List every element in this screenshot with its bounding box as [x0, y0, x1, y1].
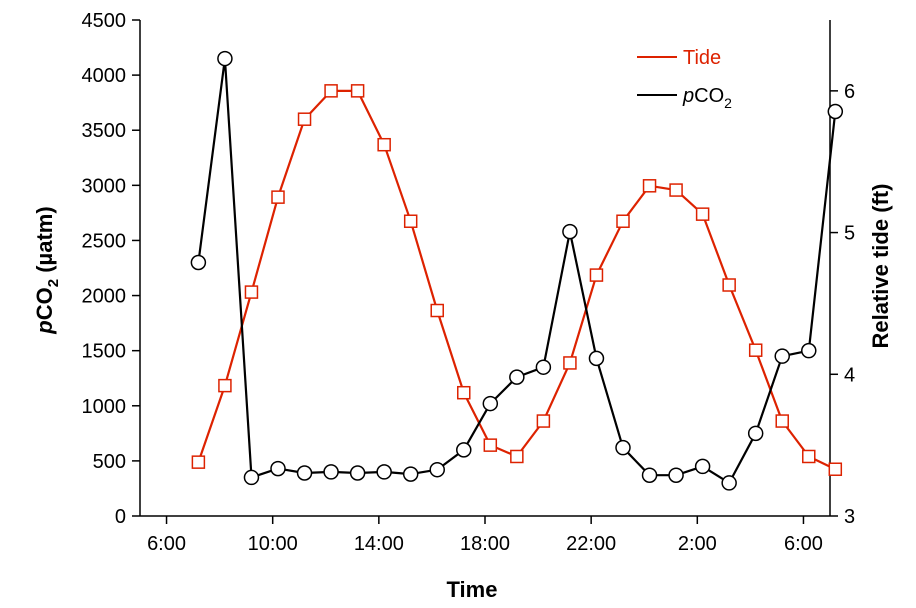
tide-line	[197, 89, 836, 471]
x-tick-label: 22:00	[566, 533, 616, 555]
legend-pco2-sub: 2	[724, 95, 732, 111]
pco2-line	[197, 57, 837, 484]
pco2-point	[349, 465, 366, 481]
tide-point	[589, 268, 604, 282]
pco2-point	[270, 460, 286, 477]
pco2-point	[562, 223, 578, 240]
y2-tick-label: 5	[844, 223, 855, 245]
tide-point	[324, 84, 338, 98]
tide-point	[244, 285, 259, 299]
pco2-point	[217, 50, 233, 67]
y-tick-label: 500	[93, 451, 126, 473]
tide-point	[536, 414, 551, 428]
tide-point	[616, 214, 630, 228]
pco2-point	[747, 425, 764, 442]
tide-point	[430, 303, 444, 318]
x-tick-label: 6:00	[147, 533, 186, 555]
legend-pco2-prefix: p	[682, 85, 694, 107]
y-tick-label: 0	[115, 506, 126, 528]
y2-axis-title: Relative tide (ft)	[868, 183, 893, 348]
y2-tick-label: 4	[844, 364, 855, 386]
tide-point	[403, 214, 418, 228]
tide-point	[669, 183, 683, 197]
pco2-point	[615, 439, 631, 456]
x-tick-label: 10:00	[248, 533, 298, 555]
x-tick-label: 14:00	[354, 533, 404, 555]
x-axis-title: Time	[447, 577, 498, 602]
y-tick-label: 2500	[82, 230, 127, 252]
tide-point	[722, 278, 736, 292]
tide-point	[191, 455, 206, 469]
y-axis-title-main: CO	[32, 287, 57, 320]
pco2-point	[243, 469, 260, 486]
pco2-point	[402, 466, 419, 482]
y-tick-label: 3000	[82, 175, 127, 197]
tide-point	[350, 84, 365, 98]
pco2-point	[801, 342, 817, 359]
y2-tick-label: 3	[844, 506, 855, 528]
y-tick-label: 4000	[82, 65, 127, 87]
y-axis-title: pCO2 (µatm)	[32, 206, 62, 334]
x-tick-label: 2:00	[678, 533, 717, 555]
series-layer	[190, 50, 844, 491]
pco2-point	[456, 442, 472, 458]
y-tick-label: 3500	[82, 120, 127, 142]
legend-pco2-main: CO	[694, 85, 724, 107]
y-tick-label: 4500	[82, 10, 127, 32]
y-axis-title-prefix: p	[32, 320, 57, 334]
tide-point	[483, 438, 498, 452]
tide-point	[563, 356, 577, 370]
pco2-point	[509, 369, 525, 385]
tide-point	[802, 449, 816, 464]
tide-point	[218, 378, 232, 393]
y-axis-title-sub: 2	[45, 279, 62, 287]
pco2-point	[721, 475, 737, 491]
pco2-point	[827, 103, 844, 120]
x-tick-label: 6:00	[784, 533, 823, 555]
tide-point	[457, 385, 471, 400]
pco2-point	[641, 467, 658, 483]
tide-point	[695, 207, 710, 221]
tide-point	[297, 112, 312, 126]
y2-tick-label: 6	[844, 81, 855, 103]
pco2-point	[535, 359, 552, 375]
pco2-point	[296, 465, 313, 481]
pco2-point	[323, 464, 339, 480]
tide-point	[377, 137, 391, 152]
tide-point	[510, 449, 524, 464]
axes-layer: 0 500 1000 1500 2000 2500 3000 3500 4000 4500 3 4 5 6…	[82, 10, 856, 555]
pco2-point	[668, 467, 684, 483]
x-tick-label: 18:00	[460, 533, 510, 555]
y-axis-title-suffix: (µatm)	[32, 206, 57, 279]
tide-point	[642, 179, 657, 193]
y-tick-label: 2000	[82, 286, 127, 308]
y-tick-label: 1000	[82, 396, 127, 418]
pco2-point	[429, 461, 445, 478]
pco2-point	[482, 395, 499, 412]
tide-point	[271, 190, 285, 204]
tide-point	[775, 414, 789, 428]
legend: Tide pCO2	[637, 47, 732, 111]
legend-pco2-label: pCO2	[682, 85, 732, 111]
pco2-point	[376, 464, 392, 480]
pco2-point	[774, 348, 790, 364]
pco2-point	[588, 350, 605, 367]
y-tick-label: 1500	[82, 341, 127, 363]
tide-point	[748, 343, 763, 357]
legend-tide-label: Tide	[683, 47, 721, 69]
tide-point	[828, 462, 843, 476]
pco2-point	[694, 458, 711, 475]
pco2-point	[190, 254, 207, 271]
